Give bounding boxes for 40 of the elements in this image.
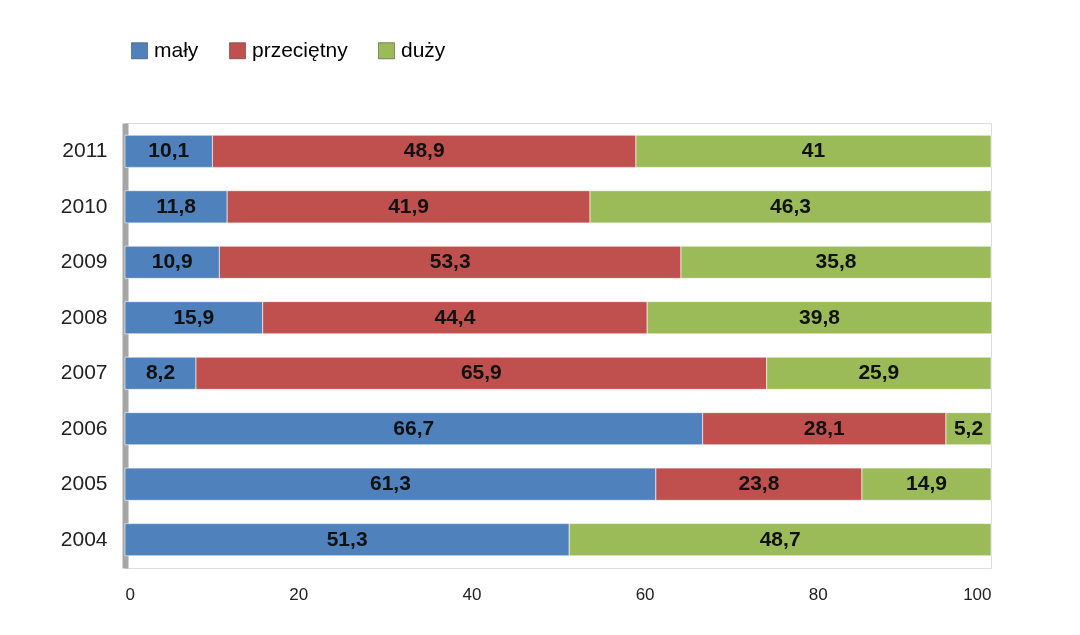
legend-label: mały xyxy=(154,37,199,61)
data-label: 41 xyxy=(801,138,826,162)
data-label: 28,1 xyxy=(803,415,846,439)
data-label: 25,9 xyxy=(858,360,900,384)
x-tick-label: 80 xyxy=(808,584,828,604)
data-label: 23,8 xyxy=(738,471,780,495)
data-label: 35,8 xyxy=(815,249,857,273)
data-label: 53,3 xyxy=(429,249,471,273)
x-tick-label: 40 xyxy=(462,584,482,604)
x-tick-label: 0 xyxy=(125,584,135,604)
y-tick-label: 2008 xyxy=(60,304,108,328)
y-tick-label: 2004 xyxy=(60,526,108,550)
y-tick-label: 2011 xyxy=(62,138,108,162)
data-label: 10,1 xyxy=(148,138,190,162)
data-label: 48,9 xyxy=(403,138,445,162)
data-label: 15,9 xyxy=(173,304,215,328)
data-label: 8,2 xyxy=(145,360,176,384)
data-label: 65,9 xyxy=(460,360,502,384)
data-label: 14,9 xyxy=(906,471,947,495)
data-label: 66,7 xyxy=(393,415,435,439)
data-label: 39,8 xyxy=(799,304,841,328)
data-label: 10,9 xyxy=(151,249,193,273)
y-tick-label: 2006 xyxy=(60,415,108,439)
legend-label: duży xyxy=(401,37,446,61)
data-label: 44,4 xyxy=(434,304,476,328)
x-tick-label: 60 xyxy=(635,584,655,604)
x-tick-label: 100 xyxy=(963,584,992,604)
data-label: 61,3 xyxy=(369,471,411,495)
data-label: 46,3 xyxy=(770,193,811,217)
y-tick-label: 2005 xyxy=(60,471,108,495)
y-tick-label: 2007 xyxy=(60,360,108,384)
data-label: 51,3 xyxy=(326,526,368,550)
y-tick-label: 2009 xyxy=(60,249,108,273)
y-tick-label: 2010 xyxy=(60,193,108,217)
data-label: 5,2 xyxy=(953,415,984,439)
data-label: 11,8 xyxy=(156,193,197,217)
data-label: 41,9 xyxy=(388,193,430,217)
x-tick-label: 20 xyxy=(289,584,309,604)
data-label: 48,7 xyxy=(759,526,801,550)
legend-label: przeciętny xyxy=(252,37,349,61)
